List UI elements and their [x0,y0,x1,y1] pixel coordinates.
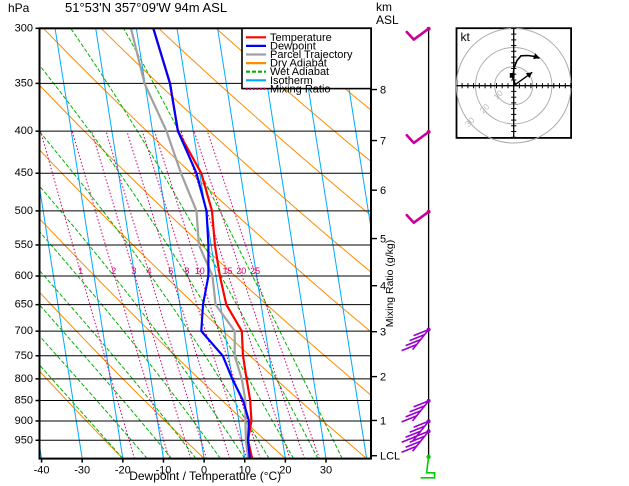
svg-text:2: 2 [111,266,116,276]
svg-text:550: 550 [15,239,33,251]
svg-text:10: 10 [195,266,205,276]
svg-text:-40: -40 [34,465,50,477]
svg-text:6: 6 [168,266,173,276]
svg-text:51°53'N 357°09'W 94m ASL: 51°53'N 357°09'W 94m ASL [65,0,227,15]
svg-text:400: 400 [15,125,33,137]
svg-text:300: 300 [15,22,33,34]
svg-text:hPa: hPa [8,1,30,15]
svg-text:ASL: ASL [376,13,399,27]
svg-text:600: 600 [15,270,33,282]
svg-text:25: 25 [250,266,260,276]
svg-text:Mixing Ratio (g/kg): Mixing Ratio (g/kg) [384,240,396,328]
svg-text:kt: kt [461,30,471,44]
svg-text:700: 700 [15,325,33,337]
svg-text:Mixing Ratio: Mixing Ratio [270,83,331,95]
svg-text:450: 450 [15,167,33,179]
svg-text:3: 3 [380,327,386,339]
svg-text:7: 7 [380,136,386,148]
svg-text:650: 650 [15,299,33,311]
svg-text:15: 15 [222,266,232,276]
svg-text:km: km [376,0,392,14]
svg-text:20: 20 [236,266,246,276]
svg-text:2: 2 [380,372,386,384]
svg-text:1: 1 [78,266,83,276]
svg-text:900: 900 [15,415,33,427]
svg-text:Dewpoint / Temperature (°C): Dewpoint / Temperature (°C) [129,469,281,483]
svg-text:750: 750 [15,350,33,362]
svg-text:8: 8 [184,266,189,276]
svg-text:800: 800 [15,373,33,385]
svg-text:850: 850 [15,395,33,407]
svg-text:950: 950 [15,434,33,446]
svg-text:-30: -30 [74,465,90,477]
svg-text:3: 3 [131,266,136,276]
svg-text:LCL: LCL [380,451,400,463]
svg-text:6: 6 [380,185,386,197]
svg-text:500: 500 [15,205,33,217]
svg-text:1: 1 [380,415,386,427]
svg-text:350: 350 [15,77,33,89]
svg-text:30: 30 [320,465,332,477]
svg-text:8: 8 [380,85,386,97]
svg-text:4: 4 [146,266,151,276]
